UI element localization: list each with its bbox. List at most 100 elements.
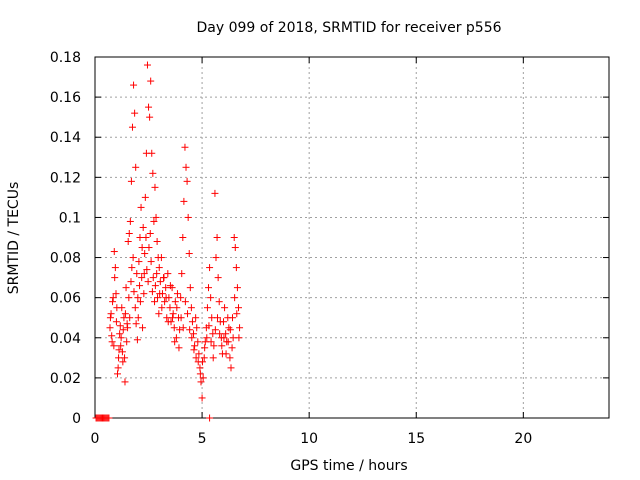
data-point — [179, 234, 187, 241]
data-point — [205, 284, 213, 292]
data-point — [142, 234, 150, 241]
data-point — [162, 284, 170, 292]
data-point — [232, 264, 240, 272]
data-point — [137, 203, 145, 211]
data-point — [106, 324, 114, 332]
data-point — [169, 310, 177, 318]
y-tick-label: 0.18 — [50, 50, 81, 66]
data-point — [128, 264, 136, 272]
y-tick-label: 0.08 — [50, 251, 81, 267]
data-point — [110, 342, 118, 350]
data-point — [111, 274, 119, 282]
data-point — [185, 250, 193, 258]
data-point — [166, 282, 174, 290]
data-point — [199, 358, 207, 366]
data-point — [110, 248, 118, 256]
x-axis-ticks: 0 5 10 15 20 — [91, 57, 532, 447]
data-point — [111, 264, 119, 272]
data-point — [206, 414, 214, 422]
data-point — [196, 364, 204, 372]
x-tick-label: 15 — [407, 431, 425, 447]
data-point — [182, 163, 190, 171]
data-point — [172, 334, 180, 342]
data-point — [162, 294, 170, 302]
data-point — [231, 294, 239, 302]
data-point — [196, 370, 204, 378]
data-point — [215, 298, 223, 306]
data-point — [151, 298, 159, 306]
data-point — [178, 270, 186, 278]
data-point — [113, 304, 121, 312]
data-point — [141, 193, 149, 201]
data-point — [184, 310, 192, 318]
data-point — [141, 250, 149, 258]
data-point — [230, 234, 238, 241]
data-point — [106, 314, 114, 322]
data-point — [113, 370, 121, 378]
data-point — [228, 314, 236, 322]
data-point — [147, 258, 155, 266]
data-point — [155, 310, 163, 318]
data-point — [157, 254, 165, 262]
data-point — [216, 330, 224, 338]
data-point — [194, 338, 202, 346]
y-tick-label: 0 — [72, 411, 81, 427]
data-point — [233, 284, 241, 292]
data-point — [186, 326, 194, 334]
data-point — [138, 274, 146, 282]
data-point — [156, 290, 164, 298]
data-point — [143, 61, 151, 69]
data-point — [148, 288, 156, 296]
data-point — [121, 310, 129, 318]
data-point — [134, 314, 142, 322]
data-point — [166, 304, 174, 312]
data-point — [105, 414, 113, 422]
x-tick-label: 0 — [91, 431, 100, 447]
y-axis-ticks: 0 0.02 0.04 0.06 0.08 0.1 0.12 0.14 0.16 0.18 — [50, 50, 609, 427]
x-tick-label: 10 — [300, 431, 318, 447]
data-point — [209, 330, 217, 338]
data-point — [115, 354, 123, 362]
data-point — [139, 324, 147, 332]
grid-lines — [95, 57, 609, 418]
x-axis-title: GPS time / hours — [290, 458, 407, 474]
data-point — [175, 344, 183, 352]
data-point — [210, 342, 218, 350]
data-point — [201, 344, 209, 352]
data-point — [169, 314, 177, 322]
data-point — [119, 358, 127, 366]
data-point — [151, 183, 159, 191]
data-point — [125, 229, 133, 237]
data-point — [153, 270, 161, 278]
data-point — [205, 322, 213, 330]
data-point — [114, 364, 122, 372]
data-point — [132, 320, 140, 328]
data-point — [190, 330, 198, 338]
chart-title: Day 099 of 2018, SRMTID for receiver p55… — [196, 20, 501, 36]
plot-frame — [94, 56, 610, 419]
data-point — [193, 324, 201, 332]
data-point — [212, 254, 220, 262]
data-point — [116, 322, 124, 330]
data-point — [158, 304, 166, 312]
data-point — [192, 354, 200, 362]
data-point — [213, 234, 221, 241]
data-point — [134, 294, 142, 302]
data-point — [171, 338, 179, 346]
data-point — [112, 318, 120, 326]
data-point — [176, 326, 184, 334]
data-point — [146, 113, 154, 121]
data-point — [179, 324, 187, 332]
data-point — [118, 348, 126, 356]
data-point — [124, 238, 132, 246]
data-point — [188, 334, 196, 342]
data-point — [107, 310, 115, 318]
data-point — [129, 254, 137, 262]
data-point — [218, 342, 226, 350]
data-point — [173, 304, 181, 312]
data-point — [214, 274, 222, 282]
data-point — [180, 197, 188, 205]
data-point — [177, 314, 185, 322]
data-point — [207, 294, 215, 302]
y-tick-label: 0.02 — [50, 371, 81, 387]
